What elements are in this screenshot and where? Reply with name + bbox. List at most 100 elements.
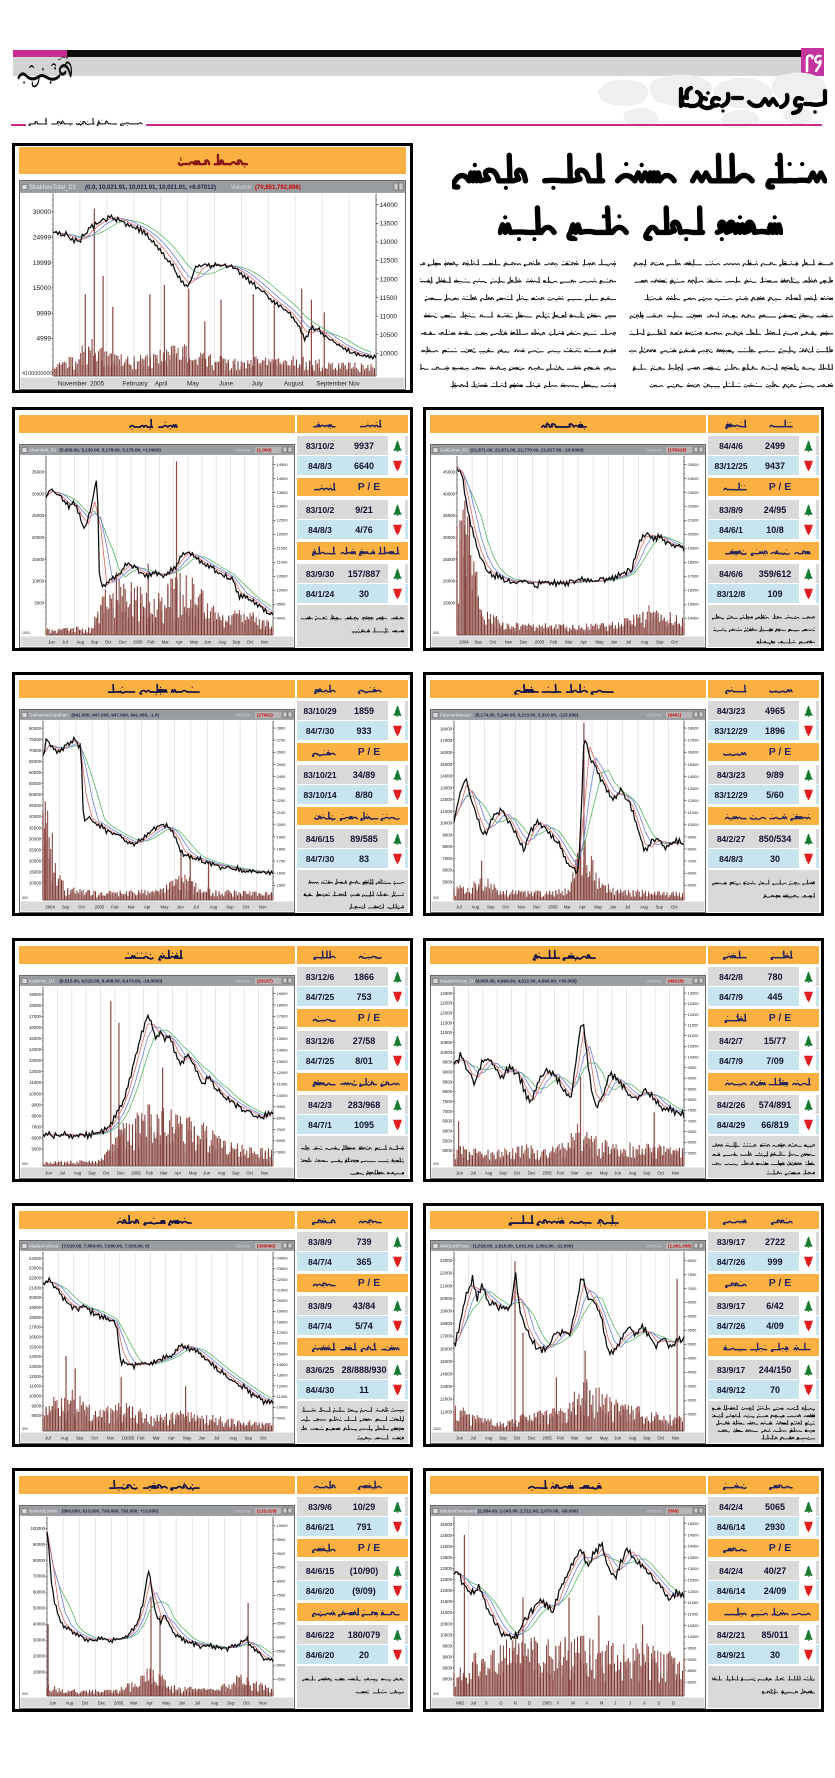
svg-text:17000: 17000 [277, 1330, 289, 1335]
svg-text:Volume: Volume [235, 1244, 251, 1249]
svg-text:12000: 12000 [29, 1069, 42, 1074]
svg-text:1900: 1900 [277, 834, 287, 839]
svg-text:25000: 25000 [688, 462, 700, 467]
svg-text:Jul: Jul [471, 1700, 476, 1705]
svg-text:16000: 16000 [277, 1341, 289, 1346]
svg-text:Feb: Feb [147, 639, 155, 644]
svg-text:5000: 5000 [277, 1150, 287, 1155]
svg-text:Dec: Dec [520, 639, 527, 644]
svg-text:14000: 14000 [688, 616, 700, 621]
svg-text:May: May [187, 380, 200, 387]
svg-text:6000: 6000 [688, 1140, 698, 1145]
svg-text:35000: 35000 [443, 513, 456, 518]
svg-text:Mar: Mar [153, 1435, 161, 1440]
svg-text:18000: 18000 [688, 726, 700, 731]
svg-text:12000: 12000 [380, 276, 398, 283]
svg-text:Oct: Oct [514, 1435, 521, 1440]
svg-text:(800,000, 813,000, 793,000, 79: (800,000, 813,000, 793,000, 793,000, +13… [62, 1509, 159, 1514]
svg-text:12000: 12000 [688, 1589, 700, 1594]
svg-text:20000: 20000 [443, 579, 456, 584]
svg-text:Jul: Jul [45, 1435, 50, 1440]
svg-text:(27961): (27961) [257, 713, 273, 718]
svg-text:60000: 60000 [33, 1590, 46, 1595]
svg-text:(48220): (48220) [668, 979, 684, 984]
svg-text:13500: 13500 [380, 221, 398, 228]
svg-text:(2,084.00, 2,043.00, 2,712.00,: (2,084.00, 2,043.00, 2,712.00, 2,070.00,… [478, 1509, 579, 1514]
svg-text:A: A [643, 1700, 646, 1705]
svg-text:O: O [499, 1700, 503, 1705]
svg-text:500: 500 [22, 1162, 28, 1166]
svg-text:6000: 6000 [31, 1136, 41, 1141]
svg-text:Aug: Aug [74, 1170, 82, 1175]
svg-text:10500: 10500 [277, 574, 289, 579]
svg-text:15000: 15000 [688, 602, 700, 607]
svg-text:3000: 3000 [688, 1398, 698, 1403]
svg-text:FaravariMavad: FaravariMavad [440, 713, 471, 718]
svg-text:M02: M02 [456, 1700, 465, 1705]
svg-text:Apr: Apr [586, 1435, 593, 1440]
svg-text:(155618): (155618) [668, 448, 687, 453]
svg-text:2600: 2600 [277, 750, 287, 755]
svg-text:14500: 14500 [440, 1533, 453, 1538]
svg-text:Aug: Aug [485, 1170, 493, 1175]
svg-text:40000: 40000 [443, 491, 456, 496]
svg-text:5000: 5000 [31, 1147, 41, 1152]
svg-text:Aug: Aug [218, 639, 226, 644]
svg-text:Oct: Oct [105, 639, 112, 644]
svg-text:500: 500 [433, 631, 439, 635]
svg-text:2500: 2500 [433, 1427, 441, 1431]
svg-text:Jun: Jun [614, 1435, 621, 1440]
svg-text:14500: 14500 [688, 1532, 700, 1537]
svg-text:Aug: Aug [229, 1435, 237, 1440]
svg-text:Volume: Volume [235, 448, 251, 453]
svg-text:Volume: Volume [646, 1509, 662, 1514]
svg-text:ShakhesTotal_D1: ShakhesTotal_D1 [29, 185, 77, 191]
svg-text:2004: 2004 [46, 904, 56, 909]
svg-text:55000: 55000 [29, 781, 42, 786]
svg-text:9500: 9500 [277, 1537, 287, 1542]
svg-text:F: F [557, 1700, 560, 1705]
svg-text:14000: 14000 [277, 1362, 289, 1367]
svg-text:May: May [189, 1170, 198, 1175]
svg-text:Kalsimin_D1: Kalsimin_D1 [29, 979, 55, 984]
svg-text:12000: 12000 [277, 532, 289, 537]
svg-text:Volume: Volume [235, 1509, 251, 1514]
svg-text:14000: 14000 [440, 1544, 453, 1549]
svg-text:10000: 10000 [380, 351, 398, 358]
svg-text:Jun: Jun [456, 1435, 463, 1440]
svg-text:24999: 24999 [33, 235, 51, 242]
svg-text:11000: 11000 [29, 1384, 41, 1389]
svg-text:GalvanizeSepahan: GalvanizeSepahan [29, 713, 68, 718]
svg-text:10500: 10500 [380, 332, 398, 339]
svg-text:MeliSorbRooy: MeliSorbRooy [440, 1244, 470, 1249]
svg-text:Jul: Jul [471, 1435, 476, 1440]
svg-text:10500: 10500 [440, 1621, 453, 1626]
svg-text:(21,871.00, 21,871.00, 21,770.: (21,871.00, 21,871.00, 21,770.00, 21,817… [470, 448, 584, 453]
svg-text:8000: 8000 [442, 1089, 452, 1094]
svg-text:10000: 10000 [277, 1093, 289, 1098]
svg-text:2500: 2500 [688, 1412, 698, 1417]
svg-text:8000: 8000 [688, 846, 698, 851]
svg-text:2005: 2005 [548, 904, 558, 909]
svg-text:5000: 5000 [34, 600, 44, 605]
svg-text:7500: 7500 [688, 1108, 698, 1113]
svg-text:14000: 14000 [688, 1544, 700, 1549]
svg-text:2005: 2005 [131, 1170, 141, 1175]
svg-text:Mar: Mar [565, 639, 573, 644]
svg-text:15000: 15000 [33, 285, 51, 292]
svg-text:(1,091,336): (1,091,336) [668, 1244, 692, 1249]
svg-text:Oct: Oct [502, 904, 509, 909]
svg-text:MadaniDamavand: MadaniDamavand [440, 1509, 478, 1514]
svg-text:4500: 4500 [688, 1356, 698, 1361]
svg-text:8000: 8000 [31, 1113, 41, 1118]
svg-text:20000: 20000 [440, 1296, 453, 1301]
svg-text:Jul: Jul [195, 1700, 200, 1705]
svg-text:(5,174.00, 5,240.00, 5,213.00,: (5,174.00, 5,240.00, 5,213.00, 5,310.00,… [475, 713, 578, 718]
svg-text:50000: 50000 [29, 792, 42, 797]
svg-text:14000: 14000 [29, 1354, 42, 1359]
svg-text:Nov: Nov [107, 1435, 115, 1440]
svg-text:10000: 10000 [688, 822, 700, 827]
svg-text:5000: 5000 [688, 883, 698, 888]
svg-text:15000: 15000 [29, 1344, 42, 1349]
svg-text:6000: 6000 [442, 868, 452, 873]
